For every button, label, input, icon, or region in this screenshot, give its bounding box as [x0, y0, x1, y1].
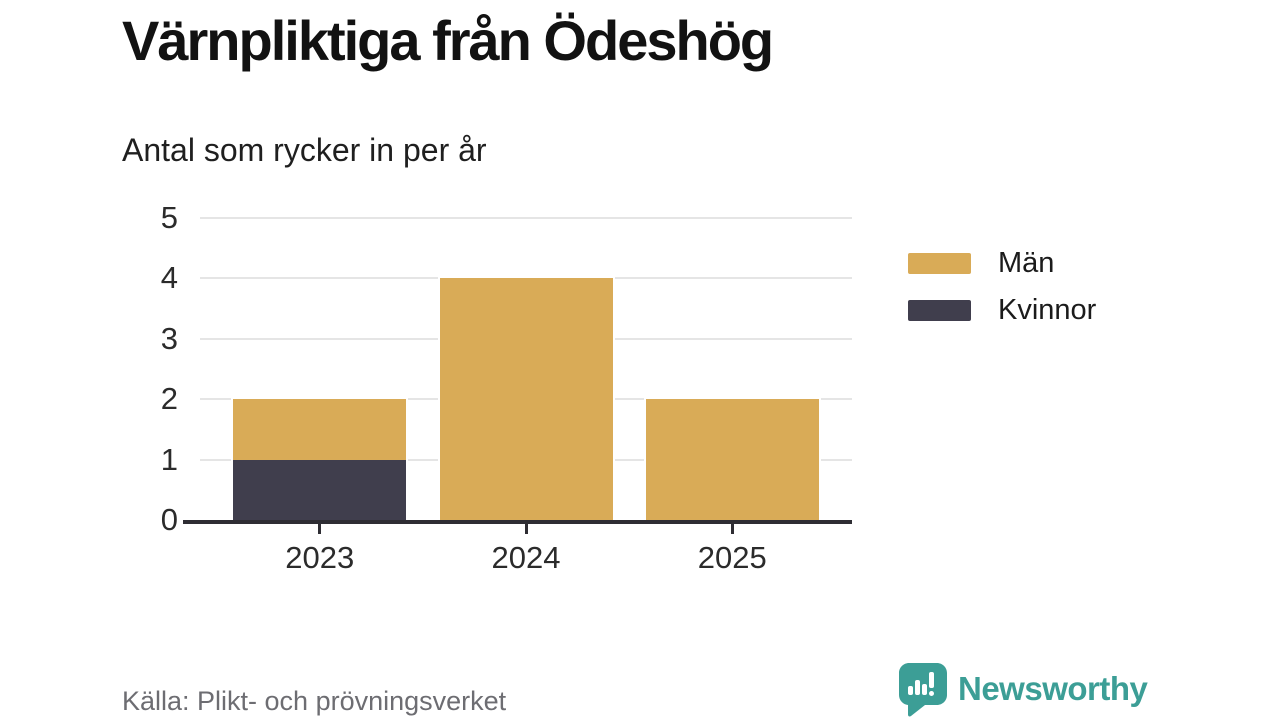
gridline-5 [200, 217, 852, 219]
x-tick-label-2025: 2025 [697, 540, 767, 575]
y-tick-label-3: 3 [160, 320, 178, 356]
x-tick-2023 [318, 524, 322, 534]
source-note: Källa: Plikt- och prövningsverket [122, 686, 507, 716]
y-tick-label-1: 1 [160, 441, 178, 477]
newsworthy-logo: Newsworthy [897, 660, 1148, 717]
y-tick-label-4: 4 [160, 260, 178, 296]
legend-swatch-kvinnor [908, 299, 971, 321]
x-axis-baseline [183, 520, 852, 524]
speech-bubble-bar-chart-icon [899, 662, 947, 716]
legend-label-man: Män [998, 246, 1055, 279]
y-tick-label-0: 0 [160, 501, 178, 537]
chart-subtitle: Antal som rycker in per år [122, 132, 487, 168]
x-tick-label-2024: 2024 [491, 540, 561, 575]
bar-segment-kvinnor-2023 [233, 459, 407, 520]
plot-area: 0 1 2 3 4 5 2023 2024 2025 [161, 202, 852, 575]
newsworthy-logo-text: Newsworthy [958, 669, 1148, 707]
chart-title: Värnpliktiga från Ödeshög [122, 9, 774, 72]
bar-segment-män-2024 [439, 278, 613, 520]
bar-segment-män-2025 [645, 399, 819, 520]
x-tick-2025 [730, 524, 734, 534]
legend: Män Kvinnor [908, 246, 1097, 326]
x-tick-label-2023: 2023 [285, 540, 355, 575]
bar-2025 [643, 397, 821, 522]
bar-2024 [437, 276, 615, 522]
y-tick-label-2: 2 [160, 381, 178, 417]
legend-label-kvinnor: Kvinnor [998, 293, 1097, 326]
legend-item-man: Män [908, 246, 1096, 279]
y-tick-label-5: 5 [160, 199, 178, 235]
bar-2023 [231, 397, 409, 522]
legend-item-kvinnor: Kvinnor [908, 293, 1097, 326]
legend-swatch-man [908, 252, 971, 274]
bar-segment-män-2023 [233, 399, 407, 460]
x-tick-2024 [524, 524, 528, 534]
